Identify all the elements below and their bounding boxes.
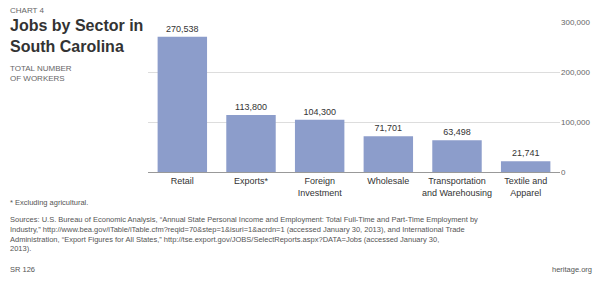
svg-text:21,741: 21,741 [512, 148, 540, 158]
svg-text:113,800: 113,800 [235, 102, 267, 112]
svg-text:200,000: 200,000 [561, 68, 590, 77]
svg-text:Transportationand Warehousing: Transportationand Warehousing [422, 176, 492, 198]
svg-text:270,538: 270,538 [166, 24, 199, 34]
svg-text:63,498: 63,498 [443, 127, 471, 137]
svg-text:TOTAL NUMBEROF WORKERS: TOTAL NUMBEROF WORKERS [10, 64, 72, 83]
svg-text:100,000: 100,000 [561, 118, 590, 127]
svg-text:Jobs by Sector inSouth Carolin: Jobs by Sector inSouth Carolina [10, 17, 143, 55]
svg-text:CHART 4: CHART 4 [10, 6, 44, 15]
svg-text:ForeignInvestment: ForeignInvestment [298, 176, 343, 198]
svg-text:Sources: U.S. Bureau of Econom: Sources: U.S. Bureau of Economic Analysi… [10, 215, 478, 253]
svg-text:71,701: 71,701 [375, 123, 403, 133]
svg-text:SR 126: SR 126 [10, 265, 35, 274]
svg-text:104,300: 104,300 [303, 107, 336, 117]
svg-text:* Excluding agricultural.: * Excluding agricultural. [10, 198, 88, 207]
svg-text:Exports*: Exports* [234, 176, 269, 186]
svg-text:Textile andApparel: Textile andApparel [504, 176, 547, 198]
svg-text:0: 0 [561, 168, 566, 177]
svg-text:Wholesale: Wholesale [367, 176, 409, 186]
svg-text:300,000: 300,000 [561, 18, 590, 27]
svg-text:Retail: Retail [171, 176, 194, 186]
svg-text:heritage.org: heritage.org [552, 265, 592, 274]
